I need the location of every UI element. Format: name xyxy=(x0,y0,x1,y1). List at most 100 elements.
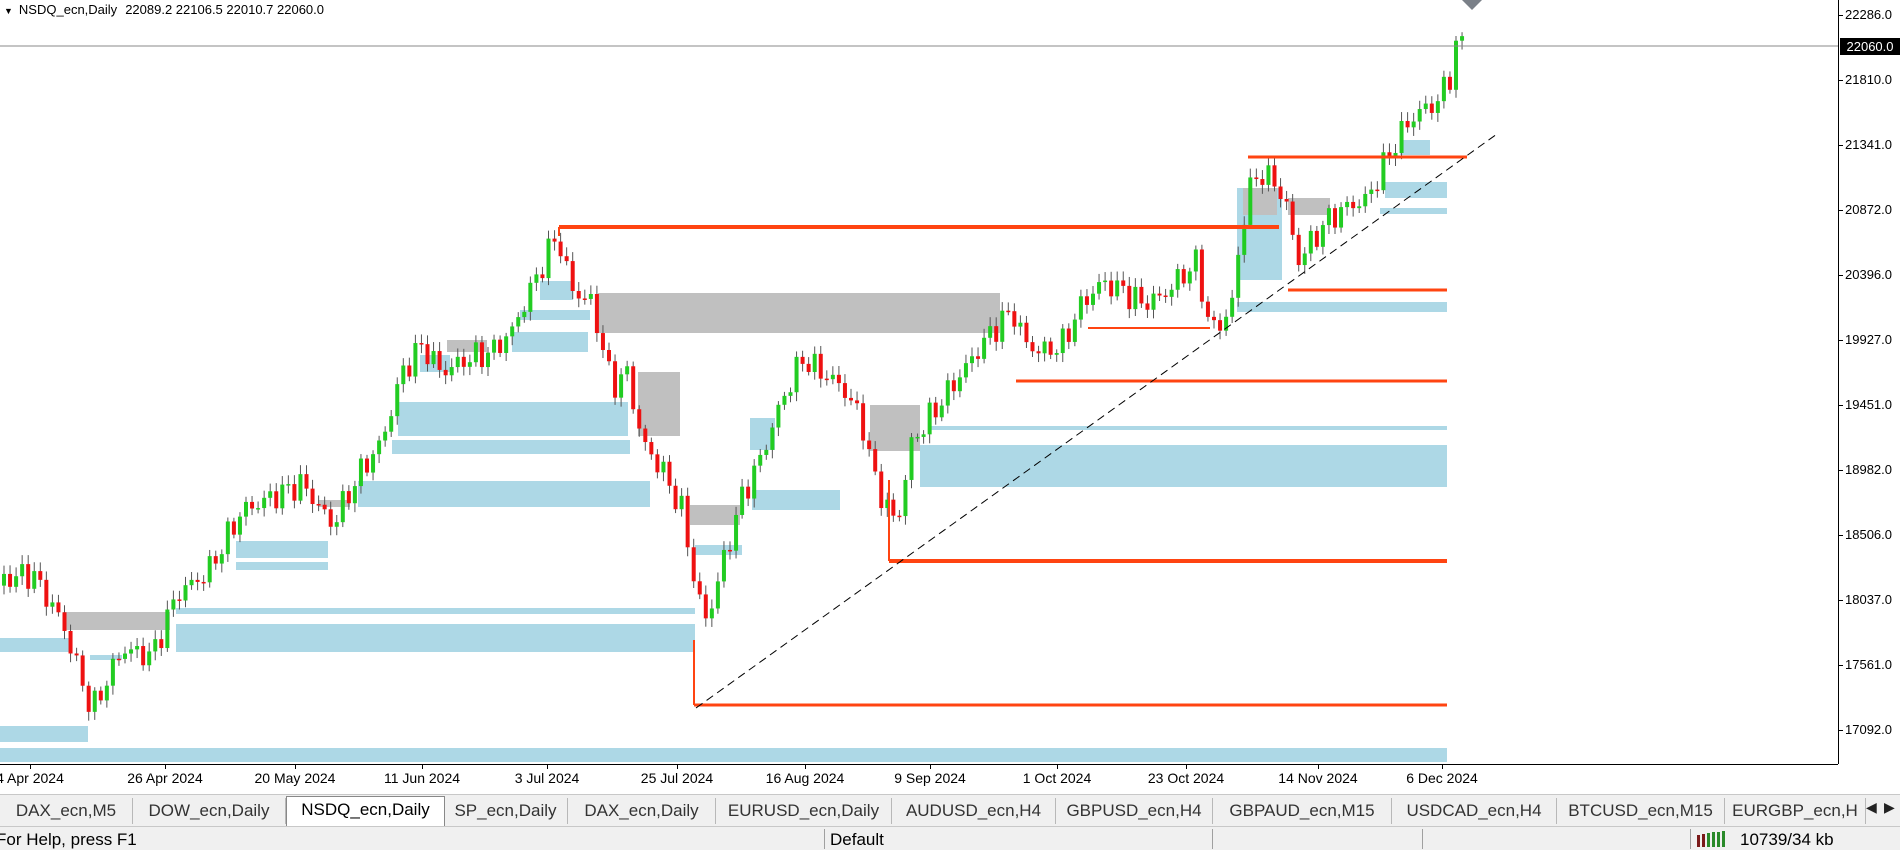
time-axis[interactable]: 4 Apr 2024 26 Apr 2024 20 May 2024 11 Jun 2… xyxy=(0,764,1838,795)
supply-zone xyxy=(598,293,1000,333)
bull-candle xyxy=(709,608,714,619)
bear-candle xyxy=(855,400,860,404)
price-label: 17561.0 xyxy=(1845,657,1892,672)
trendline xyxy=(695,133,1498,709)
bull-candle xyxy=(721,549,726,582)
demand-zone xyxy=(1380,208,1447,214)
bear-candle xyxy=(461,356,466,367)
bull-candle xyxy=(401,365,406,385)
tab-audusd-ecn-h4[interactable]: AUDUSD_ecn,H4 xyxy=(892,798,1056,824)
bull-candle xyxy=(1339,207,1344,228)
bull-candle xyxy=(764,449,769,455)
bear-candle xyxy=(849,397,853,401)
demand-zone xyxy=(0,638,69,652)
tab-dow-ecn-daily[interactable]: DOW_ecn,Daily xyxy=(133,798,286,824)
tab-eurusd-ecn-daily[interactable]: EURUSD_ecn,Daily xyxy=(716,798,892,824)
price-chart[interactable] xyxy=(0,0,1838,764)
bull-candle xyxy=(1151,293,1156,310)
bull-candle xyxy=(1230,297,1235,317)
bear-candle xyxy=(346,491,351,504)
tab-gbpaud-ecn-m15[interactable]: GBPAUD_ecn,M15 xyxy=(1213,798,1392,824)
tab-gbpusd-ecn-h4[interactable]: GBPUSD_ecn,H4 xyxy=(1056,798,1213,824)
bull-candle xyxy=(963,363,968,378)
bull-candle xyxy=(1423,103,1428,110)
bull-candle xyxy=(129,649,134,654)
date-label: 26 Apr 2024 xyxy=(127,770,203,786)
bull-candle xyxy=(945,380,950,406)
price-tick xyxy=(1839,80,1843,81)
tab-eurgbp-ecn-h[interactable]: EURGBP_ecn,H xyxy=(1725,798,1866,824)
chart-area[interactable]: ▼ NSDQ_ecn,Daily 22089.2 22106.5 22010.7 2… xyxy=(0,0,1838,764)
bear-candle xyxy=(746,486,751,499)
demand-zone xyxy=(695,545,742,555)
price-tick xyxy=(1839,15,1843,16)
bear-candle xyxy=(842,383,847,398)
bull-candle xyxy=(486,352,490,368)
bear-candle xyxy=(80,655,85,686)
bull-candle xyxy=(244,501,248,517)
demand-zone xyxy=(358,481,650,507)
bear-candle xyxy=(419,343,424,345)
date-tick xyxy=(1057,765,1058,769)
bull-candle xyxy=(455,356,460,368)
bull-candle xyxy=(104,685,109,701)
bull-candle xyxy=(1381,152,1386,191)
bear-candle xyxy=(540,274,545,279)
demand-zone xyxy=(1385,182,1447,198)
tab-usdcad-ecn-h4[interactable]: USDCAD_ecn,H4 xyxy=(1392,798,1557,824)
bull-candle xyxy=(413,343,418,377)
tab-dax-ecn-daily[interactable]: DAX_ecn,Daily xyxy=(568,798,716,824)
bear-candle xyxy=(673,485,678,510)
bear-candle xyxy=(1024,322,1029,343)
date-tick xyxy=(295,765,296,769)
bear-candle xyxy=(177,599,182,601)
tab-btcusd-ecn-m15[interactable]: BTCUSD_ecn,M15 xyxy=(1557,798,1725,824)
bull-candle xyxy=(770,427,775,450)
bull-candle xyxy=(1369,189,1374,194)
date-label: 4 Apr 2024 xyxy=(0,770,64,786)
bull-candle xyxy=(262,497,267,509)
bull-candle xyxy=(1302,253,1307,266)
bear-candle xyxy=(1405,121,1410,128)
bear-candle xyxy=(1157,293,1162,296)
bull-candle xyxy=(280,484,285,509)
bull-candle xyxy=(1460,36,1465,41)
symbol-menu-icon[interactable]: ▼ xyxy=(4,6,13,16)
bull-candle xyxy=(516,317,521,327)
date-tick xyxy=(930,765,931,769)
bear-candle xyxy=(951,380,956,392)
date-label: 3 Jul 2024 xyxy=(514,770,580,786)
bear-candle xyxy=(316,504,321,506)
tab-scroll-left-icon[interactable]: ◀ xyxy=(1866,799,1877,815)
bear-candle xyxy=(310,488,315,505)
price-label: 21341.0 xyxy=(1845,137,1892,152)
price-axis[interactable]: 22286.0 21810.0 21341.0 20872.0 20396.0 19927… xyxy=(1838,0,1900,764)
date-tick xyxy=(422,765,423,769)
status-divider xyxy=(1212,829,1213,849)
tab-dax-ecn-m5[interactable]: DAX_ecn,M5 xyxy=(0,798,133,824)
profile-name: Default xyxy=(830,830,884,849)
bear-candle xyxy=(1375,189,1380,192)
status-bar: For Help, press F1 Default 10739/34 kb xyxy=(0,826,1900,850)
bear-candle xyxy=(861,403,866,441)
tab-sp-ecn-daily[interactable]: SP_ecn,Daily xyxy=(444,798,568,824)
bull-candle xyxy=(528,282,533,312)
bear-candle xyxy=(304,474,309,489)
demand-zone xyxy=(930,426,1447,430)
bear-candle xyxy=(558,241,563,257)
bear-candle xyxy=(1218,320,1223,331)
demand-zone xyxy=(1237,302,1447,312)
tab-scroll-right-icon[interactable]: ▶ xyxy=(1884,799,1895,815)
price-tick xyxy=(1839,535,1843,536)
bear-candle xyxy=(1429,103,1434,113)
connection-bars-icon xyxy=(1697,831,1725,847)
bull-candle xyxy=(286,484,291,486)
bull-candle xyxy=(1000,310,1005,342)
tab-nsdq-ecn-daily[interactable]: NSDQ_ecn,Daily xyxy=(286,796,445,826)
bear-candle xyxy=(159,639,164,649)
bull-candle xyxy=(522,311,527,318)
demand-zone xyxy=(540,281,573,300)
demand-zone xyxy=(0,726,88,742)
date-label: 11 Jun 2024 xyxy=(383,770,461,786)
current-price-label: 22060.0 xyxy=(1840,38,1900,55)
